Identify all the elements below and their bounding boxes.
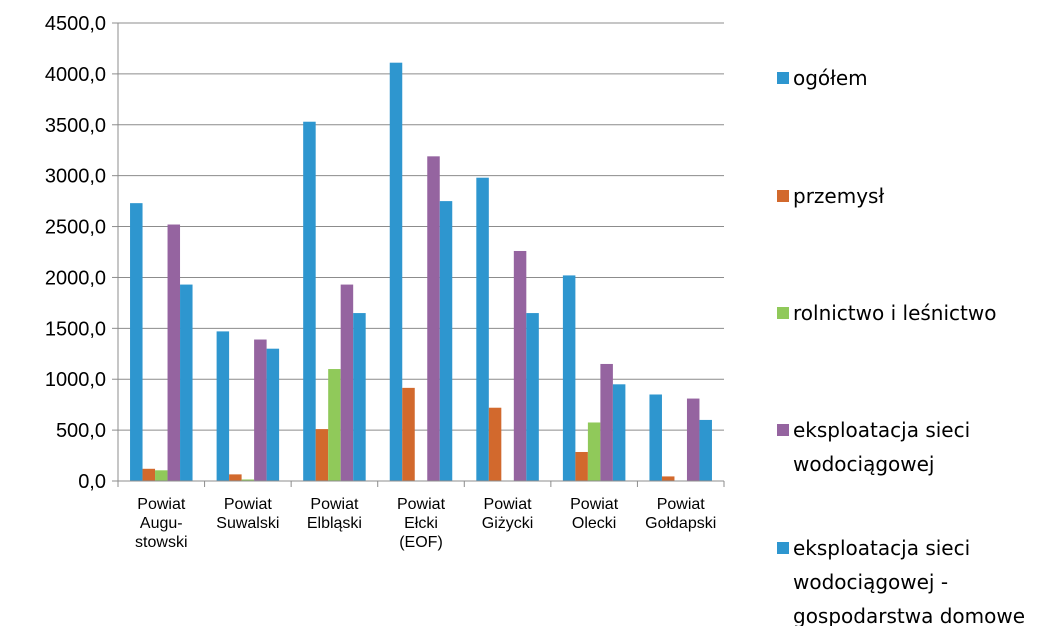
- bar: [266, 348, 280, 481]
- bar: [142, 468, 156, 481]
- legend-swatch: [777, 542, 789, 554]
- legend-label: rolnictwo i leśnictwo: [793, 301, 996, 325]
- bar: [686, 398, 700, 481]
- bar: [699, 419, 712, 481]
- bar: [562, 275, 576, 481]
- legend-label: ogółem: [793, 66, 868, 90]
- bar: [402, 387, 415, 481]
- bar: [340, 284, 354, 481]
- y-tick-label: 2000,0: [45, 267, 106, 289]
- y-axis: 0,0 500,0 1000,0 1500,0 2000,0 2500,0 3000,0 35…: [45, 13, 119, 493]
- gridlines: [118, 22, 724, 431]
- x-tick-label: Powiat Gołdapski: [645, 496, 716, 532]
- bar: [180, 284, 193, 481]
- legend-label: przemysł: [793, 184, 884, 208]
- y-tick-label: 4500,0: [45, 13, 106, 35]
- bar: [612, 384, 626, 481]
- bar: [353, 313, 366, 481]
- bar: [303, 121, 316, 481]
- bar: [513, 250, 527, 481]
- x-tick-label: Powiat Suwalski: [216, 496, 279, 532]
- y-tick-label: 1000,0: [45, 369, 106, 391]
- bar: [130, 203, 143, 481]
- legend-label: eksploatacja sieci wodociągowej: [793, 418, 970, 476]
- y-tick-label: 2500,0: [45, 217, 106, 239]
- bar: [254, 339, 267, 481]
- bar: [488, 407, 502, 481]
- bar: [600, 363, 613, 481]
- bar: [439, 201, 453, 482]
- legend-swatch: [777, 424, 789, 436]
- legend-swatch: [777, 307, 789, 319]
- legend: ogółem przemysł rolnictwo i leśnictwo ekspl…: [777, 66, 1025, 626]
- bar: [328, 369, 341, 481]
- y-tick-label: 1500,0: [45, 318, 106, 340]
- y-tick-label: 3500,0: [45, 115, 106, 137]
- bar: [587, 422, 601, 481]
- y-tick-label: 3000,0: [45, 166, 106, 188]
- bar: [575, 451, 588, 481]
- bar: [241, 479, 255, 481]
- bar: [427, 156, 440, 481]
- bar: [649, 394, 662, 481]
- bar: [229, 474, 242, 481]
- y-tick-label: 500,0: [56, 420, 106, 442]
- y-tick-label: 0,0: [78, 471, 106, 493]
- bar: [389, 62, 403, 481]
- bar: [526, 313, 539, 481]
- x-tick-label: Powiat Augu-stowski: [135, 496, 187, 551]
- x-tick-label: Powiat Elbląski: [307, 496, 362, 532]
- legend-label: eksploatacja sieci wodociągowej -gospodar…: [793, 536, 1025, 626]
- bar: [315, 429, 329, 481]
- legend-swatch: [777, 72, 789, 84]
- bar: [216, 331, 230, 481]
- legend-swatch: [777, 190, 789, 202]
- bar: [661, 476, 675, 481]
- x-tick-label: Powiat Giżycki: [482, 496, 534, 532]
- x-axis: Powiat Augu-stowski Powiat Suwalski Powiat El…: [118, 480, 725, 551]
- bar: [155, 470, 168, 481]
- x-tick-label: Powiat Ełcki (EOF): [397, 496, 446, 551]
- bar: [167, 224, 181, 481]
- x-tick-label: Powiat Olecki: [570, 496, 619, 532]
- bars: [130, 62, 712, 482]
- bar: [476, 177, 489, 481]
- y-tick-label: 4000,0: [45, 64, 106, 86]
